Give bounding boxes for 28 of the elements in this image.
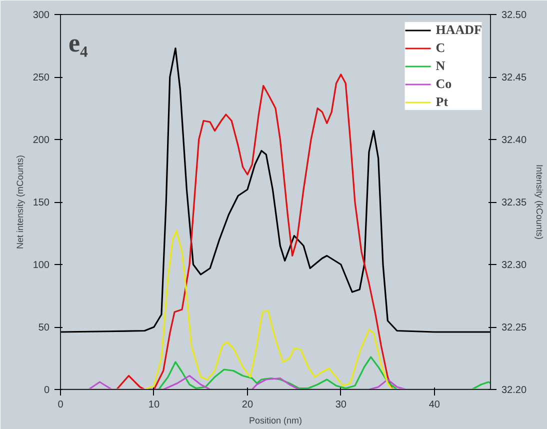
x-tick-label: 40 (428, 400, 440, 410)
legend-label: C (436, 40, 446, 56)
y2-axis-title: Intensity (kCounts) (534, 164, 545, 240)
y2-tick-label: 32.50 (502, 10, 527, 21)
y-tick-label: 150 (32, 198, 50, 208)
x-tick-label: 10 (148, 400, 160, 410)
y-tick-label: 300 (32, 10, 50, 21)
y-axis-title: Net intensity (mCounts) (14, 154, 25, 250)
y2-tick-label: 32.35 (502, 198, 527, 208)
annotation: e₄ (68, 28, 88, 58)
legend-label: Pt (436, 94, 450, 110)
y-tick-label: 250 (32, 72, 50, 84)
y-tick-label: 0 (44, 385, 50, 396)
y-tick-label: 50 (38, 322, 50, 334)
y2-tick-label: 32.40 (502, 135, 527, 146)
legend-label: N (436, 58, 446, 74)
y2-tick-label: 32.45 (502, 72, 527, 84)
y-tick-label: 100 (32, 260, 50, 271)
legend-label: Co (436, 76, 453, 92)
x-tick-label: 30 (335, 400, 347, 410)
legend-label: HAADF (436, 22, 482, 38)
x-tick-label: 20 (242, 400, 254, 410)
y2-tick-label: 32.20 (502, 385, 527, 396)
y2-tick-label: 32.30 (502, 260, 527, 271)
x-axis-title: Position (nm) (248, 416, 302, 426)
x-tick-label: 0 (58, 400, 64, 410)
y-tick-label: 200 (32, 135, 50, 146)
y2-tick-label: 32.25 (502, 322, 527, 334)
